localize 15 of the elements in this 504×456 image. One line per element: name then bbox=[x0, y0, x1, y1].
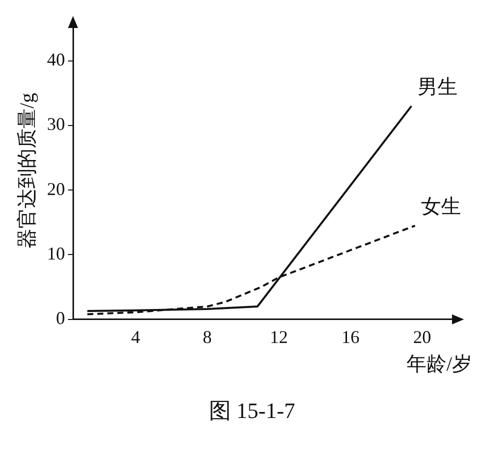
x-tick-label: 8 bbox=[202, 326, 212, 347]
y-tick-label: 10 bbox=[47, 243, 65, 264]
x-tick-label: 4 bbox=[131, 326, 140, 347]
y-axis-title: 器官达到的质量/g bbox=[15, 92, 38, 248]
x-tick-label: 16 bbox=[342, 326, 360, 347]
x-tick-label: 20 bbox=[413, 326, 432, 347]
y-tick-label: 30 bbox=[47, 114, 65, 134]
x-axis-title: 年龄/岁 bbox=[406, 354, 472, 376]
series-label: 女生 bbox=[421, 196, 462, 218]
y-tick-label: 40 bbox=[47, 50, 65, 70]
caption: 图 15-1-7 bbox=[208, 397, 296, 425]
y-tick-label: 20 bbox=[47, 178, 65, 199]
y-tick-label: 0 bbox=[56, 308, 65, 328]
series-label: 男生 bbox=[417, 76, 458, 98]
x-tick-label: 12 bbox=[270, 326, 288, 347]
